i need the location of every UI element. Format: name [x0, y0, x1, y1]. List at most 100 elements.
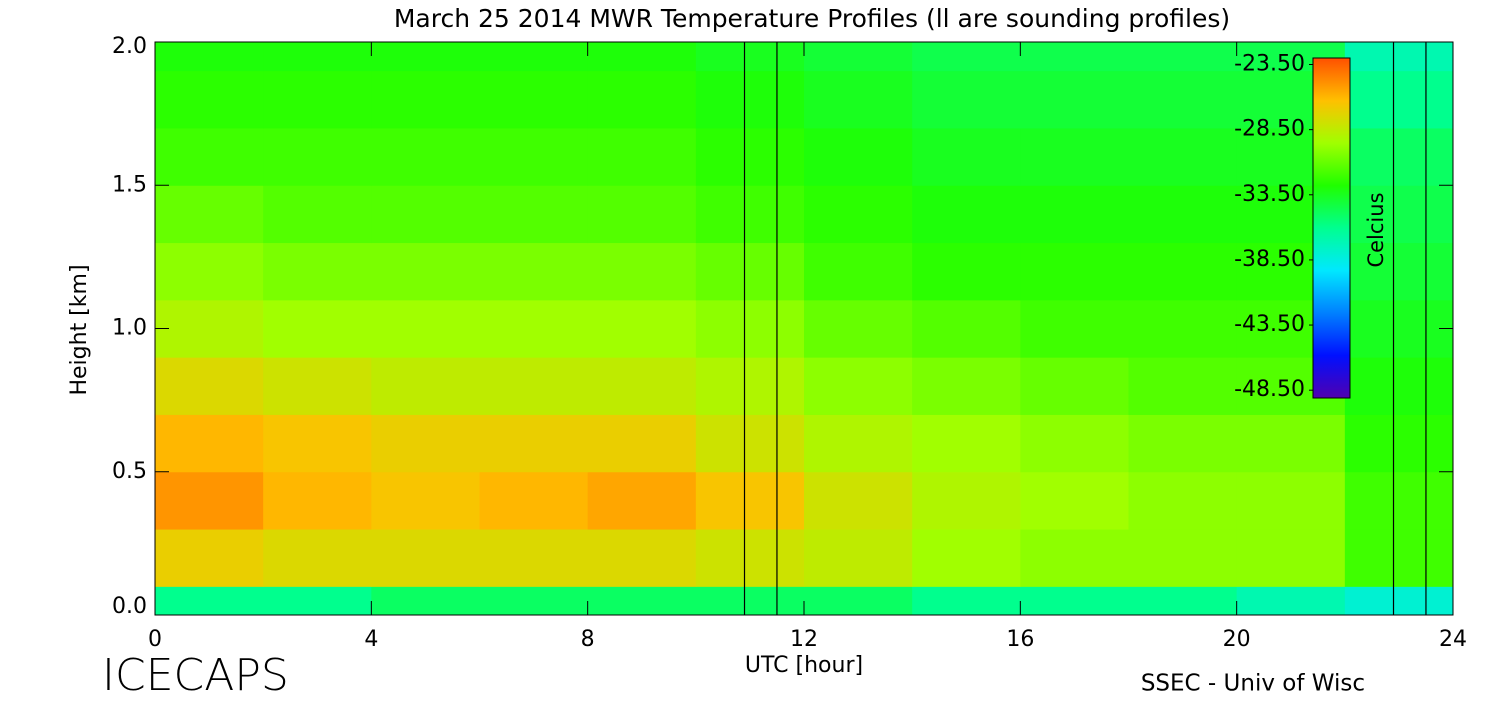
heatmap-cell	[263, 299, 372, 358]
heatmap-cell	[371, 471, 480, 530]
heatmap-cell	[1344, 185, 1453, 244]
colorbar-tick-label: -23.50	[1234, 52, 1305, 77]
heatmap-cell	[587, 471, 697, 530]
heatmap-cell	[1020, 42, 1129, 72]
heatmap-cell	[1128, 299, 1238, 358]
footer-left: ICECAPS	[102, 650, 289, 700]
heatmap-cell	[155, 70, 264, 129]
heatmap-cell	[695, 242, 805, 301]
heatmap-cell	[263, 357, 372, 415]
heatmap-cell	[1236, 414, 1346, 473]
heatmap-cell	[587, 185, 697, 244]
heatmap-cell	[1020, 529, 1129, 587]
heatmap-cell	[912, 127, 1021, 186]
heatmap-cell	[695, 414, 805, 473]
y-tick-label: 1.5	[112, 172, 147, 197]
heatmap-cell	[587, 242, 697, 301]
heatmap-cell	[479, 42, 589, 72]
heatmap-cell	[804, 127, 913, 186]
heatmap-cell	[804, 586, 913, 615]
heatmap-cell	[1128, 242, 1238, 301]
heatmap-cell	[1128, 529, 1238, 587]
heatmap-cell	[804, 70, 913, 129]
x-axis-label: UTC [hour]	[745, 653, 863, 678]
heatmap-cell	[695, 586, 805, 615]
colorbar-tick-label: -48.50	[1234, 377, 1305, 402]
heatmap-cell	[155, 529, 264, 587]
heatmap-cell	[1344, 471, 1453, 530]
heatmap-cell	[155, 586, 264, 615]
heatmap-cell	[1128, 42, 1238, 72]
heatmap-cell	[912, 242, 1021, 301]
heatmap-cell	[1128, 70, 1238, 129]
heatmap-cell	[804, 299, 913, 358]
heatmap-cell	[155, 299, 264, 358]
heatmap-cell	[1344, 42, 1453, 72]
heatmap-cell	[263, 185, 372, 244]
colorbar-tick-label: -33.50	[1234, 182, 1305, 207]
heatmap-cell	[263, 127, 372, 186]
heatmap-cell	[155, 471, 264, 530]
heatmap-cell	[1128, 414, 1238, 473]
heatmap-cell	[479, 127, 589, 186]
heatmap-cell	[912, 42, 1021, 72]
heatmap-cell	[263, 414, 372, 473]
heatmap-cell	[804, 414, 913, 473]
heatmap-cell	[155, 42, 264, 72]
heatmap-cell	[695, 357, 805, 415]
heatmap-cell	[912, 586, 1021, 615]
heatmap-cell	[1128, 185, 1238, 244]
colorbar-tick-label: -38.50	[1234, 247, 1305, 272]
x-tick-label: 12	[790, 627, 818, 652]
heatmap-cell	[1344, 586, 1453, 615]
heatmap-cell	[1344, 414, 1453, 473]
heatmap-cell	[804, 242, 913, 301]
heatmap-cell	[912, 471, 1021, 530]
heatmap-cell	[371, 586, 480, 615]
heatmap-cell	[371, 127, 480, 186]
heatmap-cell	[1128, 586, 1238, 615]
heatmap-cell	[1020, 185, 1129, 244]
heatmap-cell	[1020, 70, 1129, 129]
y-tick-label: 0.0	[112, 594, 147, 619]
heatmap-cell	[1020, 414, 1129, 473]
heatmap-cell	[371, 529, 480, 587]
heatmap-cell	[695, 127, 805, 186]
heatmap-cell	[1020, 299, 1129, 358]
heatmap-cell	[1020, 242, 1129, 301]
heatmap-cell	[1344, 127, 1453, 186]
heatmap-cell	[912, 299, 1021, 358]
y-tick-label: 2.0	[112, 34, 147, 59]
heatmap-cell	[1344, 529, 1453, 587]
heatmap-cell	[479, 471, 589, 530]
heatmap-cell	[263, 242, 372, 301]
heatmap-cell	[371, 70, 480, 129]
colorbar-tick-label: -28.50	[1234, 117, 1305, 142]
heatmap-cell	[1344, 242, 1453, 301]
heatmap-cell	[479, 586, 589, 615]
heatmap-cell	[912, 529, 1021, 587]
heatmap-cell	[371, 414, 480, 473]
heatmap-cell	[587, 586, 697, 615]
heatmap-cell	[695, 185, 805, 244]
heatmap-cell	[155, 242, 264, 301]
heatmap-cell	[479, 357, 589, 415]
heatmap-cell	[1128, 127, 1238, 186]
x-tick-label: 24	[1439, 627, 1467, 652]
heatmap-cell	[695, 299, 805, 358]
heatmap-cell	[912, 414, 1021, 473]
heatmap-cell	[912, 185, 1021, 244]
heatmap	[155, 42, 1453, 615]
heatmap-cell	[155, 357, 264, 415]
heatmap-cell	[155, 185, 264, 244]
heatmap-cell	[587, 70, 697, 129]
colorbar-label: Celcius	[1364, 192, 1388, 267]
heatmap-cell	[371, 357, 480, 415]
heatmap-cell	[263, 42, 372, 72]
heatmap-cell	[479, 242, 589, 301]
heatmap-cell	[587, 127, 697, 186]
y-tick-label: 1.0	[112, 316, 147, 341]
heatmap-cell	[804, 529, 913, 587]
